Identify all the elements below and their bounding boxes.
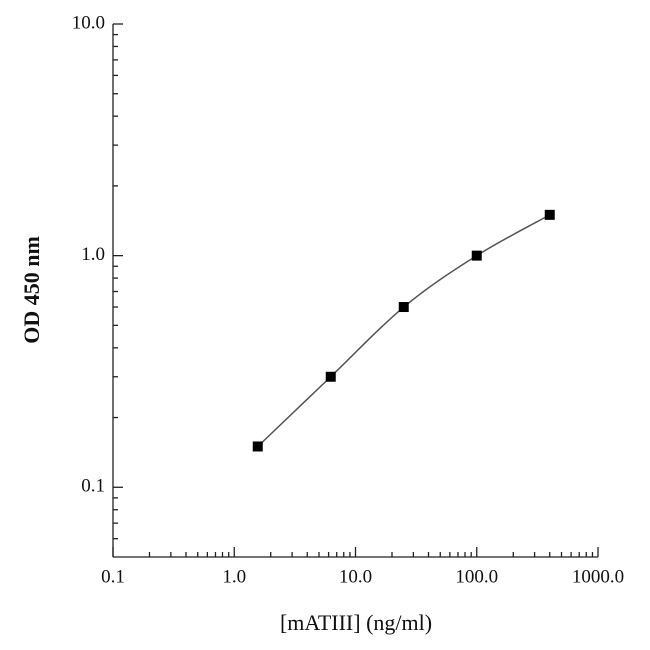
y-tick-label: 0.1	[81, 476, 105, 497]
point	[544, 209, 555, 220]
point	[398, 302, 409, 313]
point	[471, 250, 482, 261]
y-axis-label: OD 450 nm	[19, 236, 44, 344]
y-tick-label: 1.0	[81, 244, 105, 265]
x-axis-label: [mATIII] (ng/ml)	[280, 610, 432, 635]
x-tick-label: 0.1	[101, 566, 125, 587]
y-tick-label: 10.0	[72, 12, 105, 33]
point	[252, 441, 263, 452]
x-tick-label: 100.0	[455, 566, 498, 587]
x-tick-label: 10.0	[339, 566, 372, 587]
curve	[257, 214, 551, 448]
x-tick-label: 1000.0	[572, 566, 624, 587]
point	[325, 371, 336, 382]
x-tick-label: 1.0	[222, 566, 246, 587]
